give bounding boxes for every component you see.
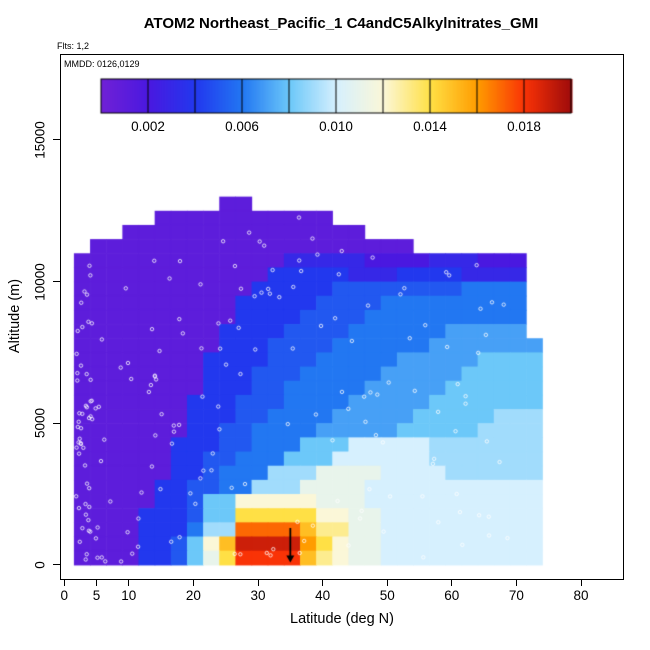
x-tick-label: 40 <box>315 588 331 603</box>
colorbar-tick-label: 0.010 <box>319 119 353 134</box>
plot-area: MMDD: 0126,0129 <box>60 54 624 580</box>
x-tick-mark <box>515 580 517 586</box>
x-tick-label: 0 <box>60 588 68 603</box>
x-tick-mark <box>580 580 582 586</box>
y-tick-label: 15000 <box>32 121 48 159</box>
x-tick-label: 60 <box>444 588 460 603</box>
mmdd-label: MMDD: 0126,0129 <box>64 59 140 69</box>
colorbar-tick-label: 0.006 <box>225 119 259 134</box>
y-tick-label: 0 <box>32 561 48 569</box>
x-tick-label: 80 <box>573 588 589 603</box>
x-tick-mark <box>257 580 259 586</box>
y-tick-mark <box>53 564 60 566</box>
x-tick-label: 10 <box>121 588 137 603</box>
x-tick-mark <box>386 580 388 586</box>
y-tick-label: 5000 <box>32 408 48 439</box>
y-tick-mark <box>53 281 60 283</box>
colorbar-tick-label: 0.014 <box>413 119 447 134</box>
y-tick-mark <box>53 139 60 141</box>
x-tick-label: 50 <box>379 588 395 603</box>
y-tick-mark <box>53 422 60 424</box>
x-tick-label: 70 <box>508 588 524 603</box>
chart-title: ATOM2 Northeast_Pacific_1 C4andC5Alkylni… <box>143 15 539 32</box>
x-tick-mark <box>63 580 65 586</box>
x-tick-mark <box>128 580 130 586</box>
flights-label: Flts: 1,2 <box>57 41 90 51</box>
y-tick-label: 10000 <box>32 262 48 301</box>
x-tick-mark <box>451 580 453 586</box>
colorbar-tick-label: 0.018 <box>507 119 541 134</box>
x-tick-label: 5 <box>92 588 101 603</box>
x-tick-label: 20 <box>185 588 201 603</box>
colorbar-tick-label: 0.002 <box>131 119 165 134</box>
x-tick-mark <box>96 580 98 586</box>
x-axis-title: Latitude (deg N) <box>290 611 394 627</box>
x-tick-mark <box>322 580 324 586</box>
y-axis-title: Altitude (m) <box>7 278 23 354</box>
heatmap-canvas <box>61 55 623 579</box>
x-tick-label: 30 <box>250 588 266 603</box>
x-tick-mark <box>192 580 194 586</box>
